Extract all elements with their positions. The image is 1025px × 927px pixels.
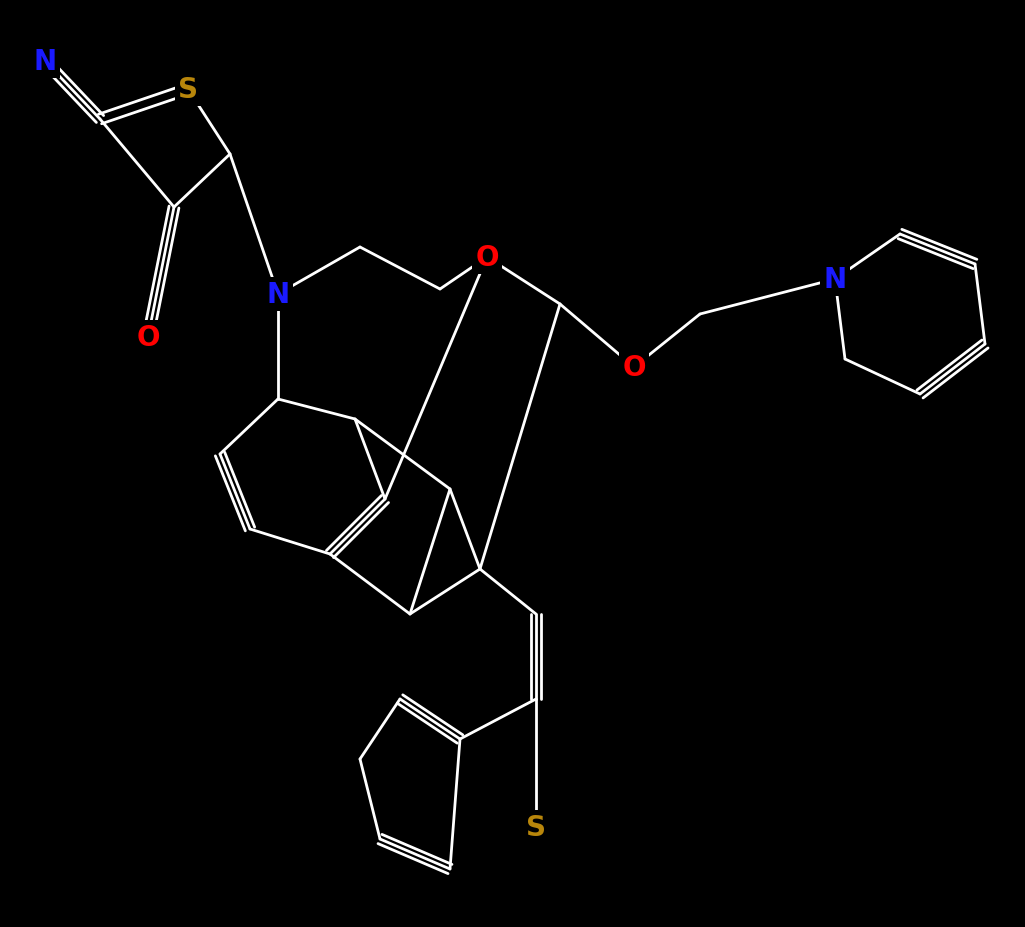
Text: O: O — [136, 324, 160, 351]
Text: S: S — [178, 76, 198, 104]
Text: S: S — [526, 813, 546, 841]
Text: N: N — [34, 48, 56, 76]
Text: O: O — [476, 244, 499, 272]
Text: O: O — [622, 353, 646, 382]
Text: N: N — [266, 281, 289, 309]
Text: N: N — [823, 266, 847, 294]
